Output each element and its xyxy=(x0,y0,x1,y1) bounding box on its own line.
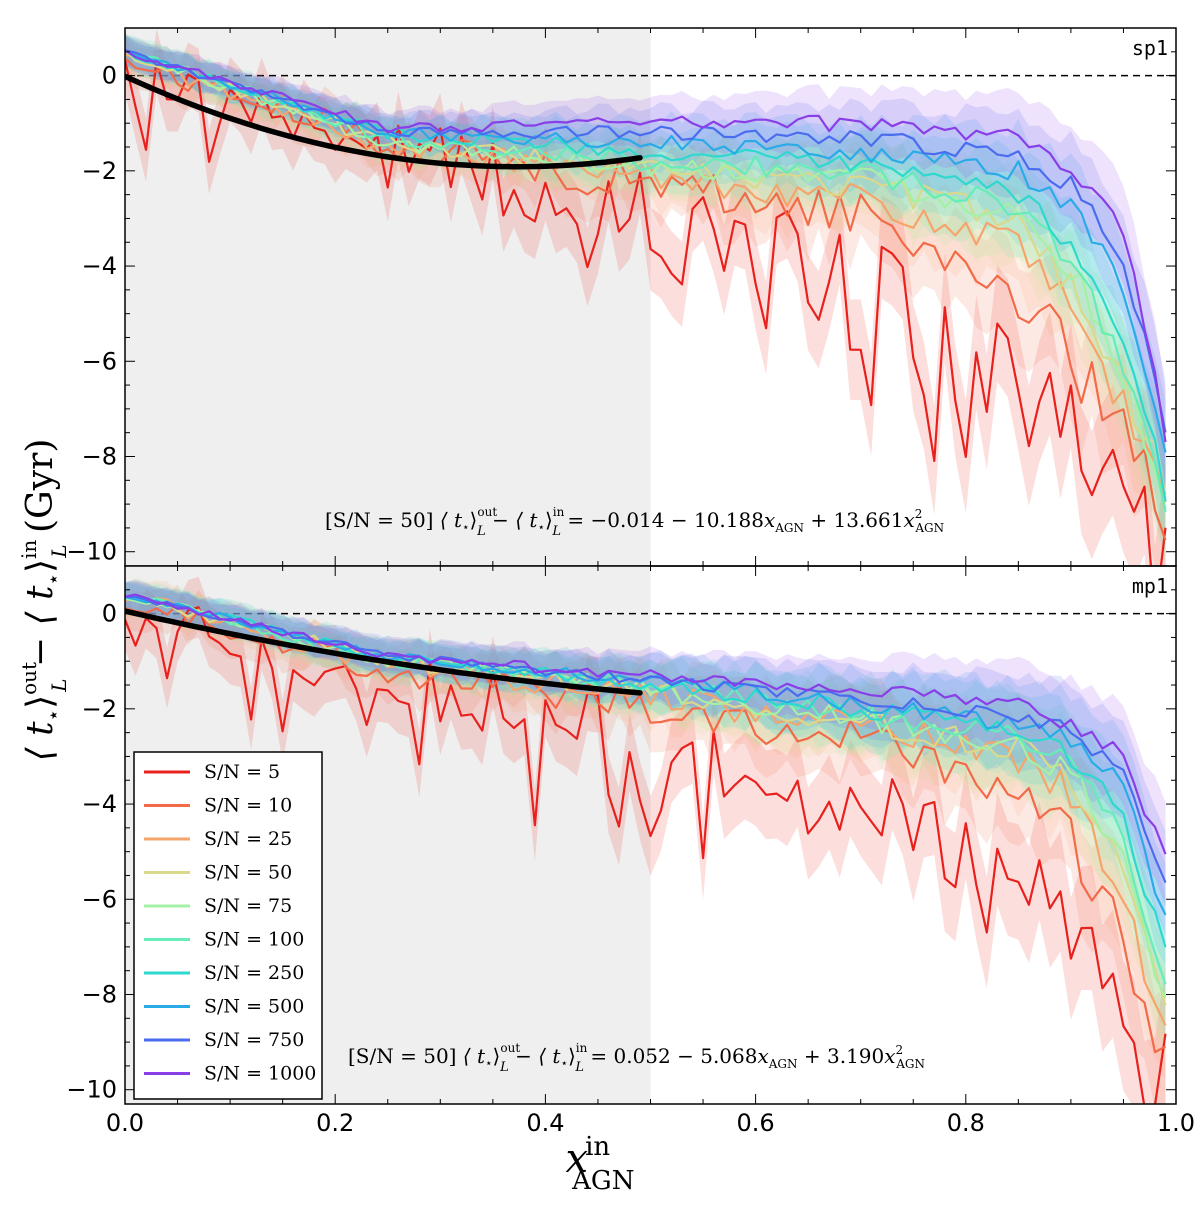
panel-sp1: 0 −2 −4 −6 −8 −10 sp1 [S/N = 50] ⟨ t⋆⟩out L − ⟨ … xyxy=(66,27,1177,567)
y-tick-label: −6 xyxy=(82,347,117,375)
x-axis-title-sup: in xyxy=(585,1132,610,1162)
legend-label: S/N = 500 xyxy=(204,996,304,1018)
y-tick-label: −2 xyxy=(82,157,117,185)
x-tick-label: 1.0 xyxy=(1157,1109,1195,1137)
y-tick-label: −6 xyxy=(82,885,117,913)
uncertainty-band xyxy=(125,34,1166,506)
uncertainty-band xyxy=(125,28,1166,566)
legend-label: S/N = 1000 xyxy=(204,1063,316,1085)
legend-label: S/N = 50 xyxy=(204,862,292,884)
legend-label: S/N = 100 xyxy=(204,929,304,951)
series-line xyxy=(125,596,1167,985)
y-tick-label: −10 xyxy=(66,538,117,566)
y-tick-label: −4 xyxy=(82,252,117,280)
legend-label: S/N = 750 xyxy=(204,1029,304,1051)
legend-label: S/N = 25 xyxy=(204,828,292,850)
series-line xyxy=(125,595,1167,884)
panel-label: sp1 xyxy=(1132,36,1168,60)
x-tick-label: 0.2 xyxy=(316,1109,354,1137)
uncertainty-band xyxy=(125,579,1166,1000)
x-axis-title-var: x xyxy=(566,1136,589,1182)
uncertainty-band xyxy=(125,582,1166,1038)
series-line xyxy=(125,596,1167,916)
series-line xyxy=(125,49,1167,502)
fit-equation: [S/N = 50] ⟨ t⋆⟩out L − ⟨ t⋆⟩in L = 0.052 … xyxy=(348,1041,925,1075)
uncertainty-band xyxy=(125,582,1166,1051)
uncertainty-band xyxy=(125,35,1166,485)
uncertainty-band xyxy=(125,34,1166,554)
panel-mp1: 0 −2 −4 −6 −8 −10 0.0 0.2 0.4 0.6 0.8 1.0 mp1 [S/N = … xyxy=(66,565,1195,1137)
legend-label: S/N = 10 xyxy=(204,795,292,817)
series-line xyxy=(125,49,1167,443)
series-line xyxy=(125,48,1167,509)
uncertainty-band xyxy=(125,576,1166,1104)
fit-curve xyxy=(125,73,643,170)
x-axis-title-sub: AGN xyxy=(571,1166,634,1196)
legend-label: S/N = 250 xyxy=(204,962,304,984)
y-tick-label: −4 xyxy=(82,790,117,818)
legend-label: S/N = 75 xyxy=(204,895,292,917)
uncertainty-band xyxy=(125,35,1166,495)
y-tick-label: −8 xyxy=(82,980,117,1008)
x-tick-label: 0.0 xyxy=(106,1109,144,1137)
x-axis-title: xin AGN xyxy=(566,1132,635,1196)
fit-equation: [S/N = 50] ⟨ t⋆⟩out L − ⟨ t⋆⟩in L = −0.014… xyxy=(325,505,944,539)
uncertainty-band xyxy=(125,33,1166,563)
series-line xyxy=(125,593,1167,855)
legend: S/N = 5 S/N = 10 S/N = 25 S/N = 50 S/N = 75 S… xyxy=(133,751,323,1100)
series-line xyxy=(125,49,1167,433)
series-line xyxy=(125,49,1167,496)
uncertainty-band xyxy=(125,33,1166,550)
y-tick-label: −8 xyxy=(82,442,117,470)
fit-curve xyxy=(125,608,643,696)
y-tick-label: −2 xyxy=(82,695,117,723)
series-line xyxy=(125,57,1167,541)
series-line xyxy=(125,597,1167,1026)
x-tick-label: 0.4 xyxy=(526,1109,564,1137)
x-tick-label: 0.8 xyxy=(947,1109,985,1137)
uncertainty-band xyxy=(125,33,1166,566)
panel-label: mp1 xyxy=(1132,574,1168,598)
x-tick-label: 0.6 xyxy=(737,1109,775,1137)
uncertainty-band xyxy=(125,577,1166,1059)
y-tick-label: 0 xyxy=(102,600,117,628)
series-line xyxy=(125,606,1167,1104)
shaded-region xyxy=(125,28,651,566)
series-line xyxy=(125,59,1167,566)
uncertainty-band xyxy=(125,582,1166,968)
y-tick-label: 0 xyxy=(102,62,117,90)
legend-label: S/N = 5 xyxy=(204,761,280,783)
y-tick-label: −10 xyxy=(66,1076,117,1104)
y-axis-title: ⟨ t⋆⟩out L − ⟨ t⋆⟩in L (Gyr) xyxy=(17,439,71,762)
uncertainty-band xyxy=(125,582,1166,935)
series-line xyxy=(125,593,1167,948)
